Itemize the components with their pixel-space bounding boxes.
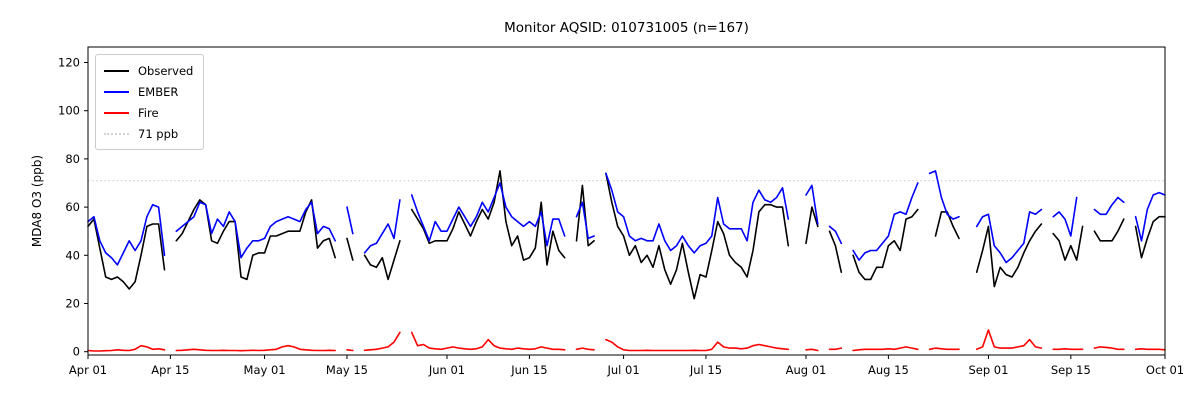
x-tick-label: Sep 15 xyxy=(1051,363,1091,377)
x-tick-label: Jul 15 xyxy=(689,363,722,377)
y-tick-label: 120 xyxy=(58,56,80,70)
x-tick-label: Aug 01 xyxy=(786,363,827,377)
y-tick-label: 60 xyxy=(65,200,80,214)
legend-item-threshold: 71 ppb xyxy=(104,123,193,144)
x-tick-label: Sep 01 xyxy=(968,363,1008,377)
series-fire-line xyxy=(87,329,1166,352)
axes-box xyxy=(87,46,1166,356)
x-tick-label: Jun 15 xyxy=(510,363,547,377)
legend-ember-line-sample xyxy=(104,90,129,93)
legend-fire-label: Fire xyxy=(138,105,159,120)
legend-item-fire: Fire xyxy=(104,102,193,123)
series-ember-line xyxy=(87,170,1166,266)
x-tick-label: Aug 15 xyxy=(868,363,909,377)
legend-observed-label: Observed xyxy=(138,63,194,78)
legend-item-observed: Observed xyxy=(104,60,193,81)
chart-title: Monitor AQSID: 010731005 (n=167) xyxy=(504,20,749,36)
y-tick-label: 100 xyxy=(58,104,80,118)
y-axis-label: MDA8 O3 (ppb) xyxy=(30,154,44,248)
legend-observed-line-sample xyxy=(104,69,129,72)
x-tick-label: Apr 15 xyxy=(151,363,189,377)
legend-ember-label: EMBER xyxy=(138,84,179,99)
x-tick-label: Oct 01 xyxy=(1146,363,1184,377)
y-tick-label: 20 xyxy=(65,297,80,311)
legend-fire-line-sample xyxy=(104,111,129,114)
x-tick-label: May 15 xyxy=(326,363,368,377)
legend-threshold-label: 71 ppb xyxy=(138,126,179,141)
x-tick-label: Jun 01 xyxy=(428,363,465,377)
x-tick-label: Apr 01 xyxy=(69,363,107,377)
legend: Observed EMBER Fire 71 ppb xyxy=(95,54,205,150)
x-tick-label: May 01 xyxy=(244,363,286,377)
y-tick-label: 0 xyxy=(73,345,80,359)
series-observed-line xyxy=(87,170,1166,300)
legend-threshold-line-sample xyxy=(104,132,129,135)
legend-item-ember: EMBER xyxy=(104,81,193,102)
y-tick-label: 40 xyxy=(65,248,80,262)
y-tick-label: 80 xyxy=(65,152,80,166)
x-tick-label: Jul 01 xyxy=(606,363,639,377)
